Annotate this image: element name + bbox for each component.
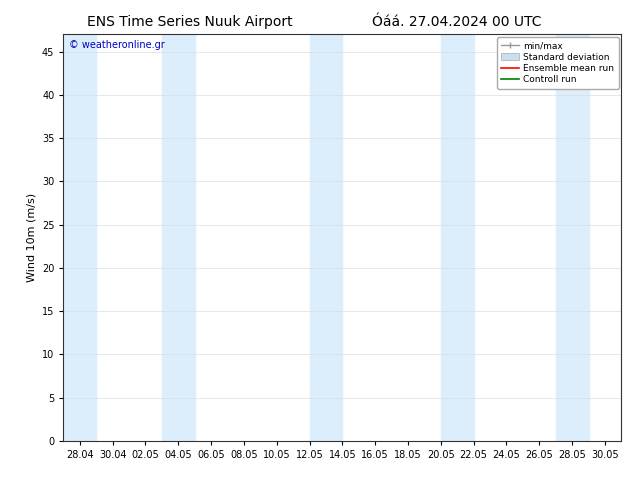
Text: Óáá. 27.04.2024 00 UTC: Óáá. 27.04.2024 00 UTC bbox=[372, 15, 541, 29]
Legend: min/max, Standard deviation, Ensemble mean run, Controll run: min/max, Standard deviation, Ensemble me… bbox=[497, 37, 619, 89]
Bar bbox=[63, 34, 96, 441]
Bar bbox=[555, 34, 588, 441]
Y-axis label: Wind 10m (m/s): Wind 10m (m/s) bbox=[27, 193, 36, 282]
Text: © weatheronline.gr: © weatheronline.gr bbox=[69, 40, 165, 50]
Bar bbox=[441, 34, 474, 441]
Text: ENS Time Series Nuuk Airport: ENS Time Series Nuuk Airport bbox=[87, 15, 293, 29]
Bar bbox=[162, 34, 195, 441]
Bar bbox=[309, 34, 342, 441]
